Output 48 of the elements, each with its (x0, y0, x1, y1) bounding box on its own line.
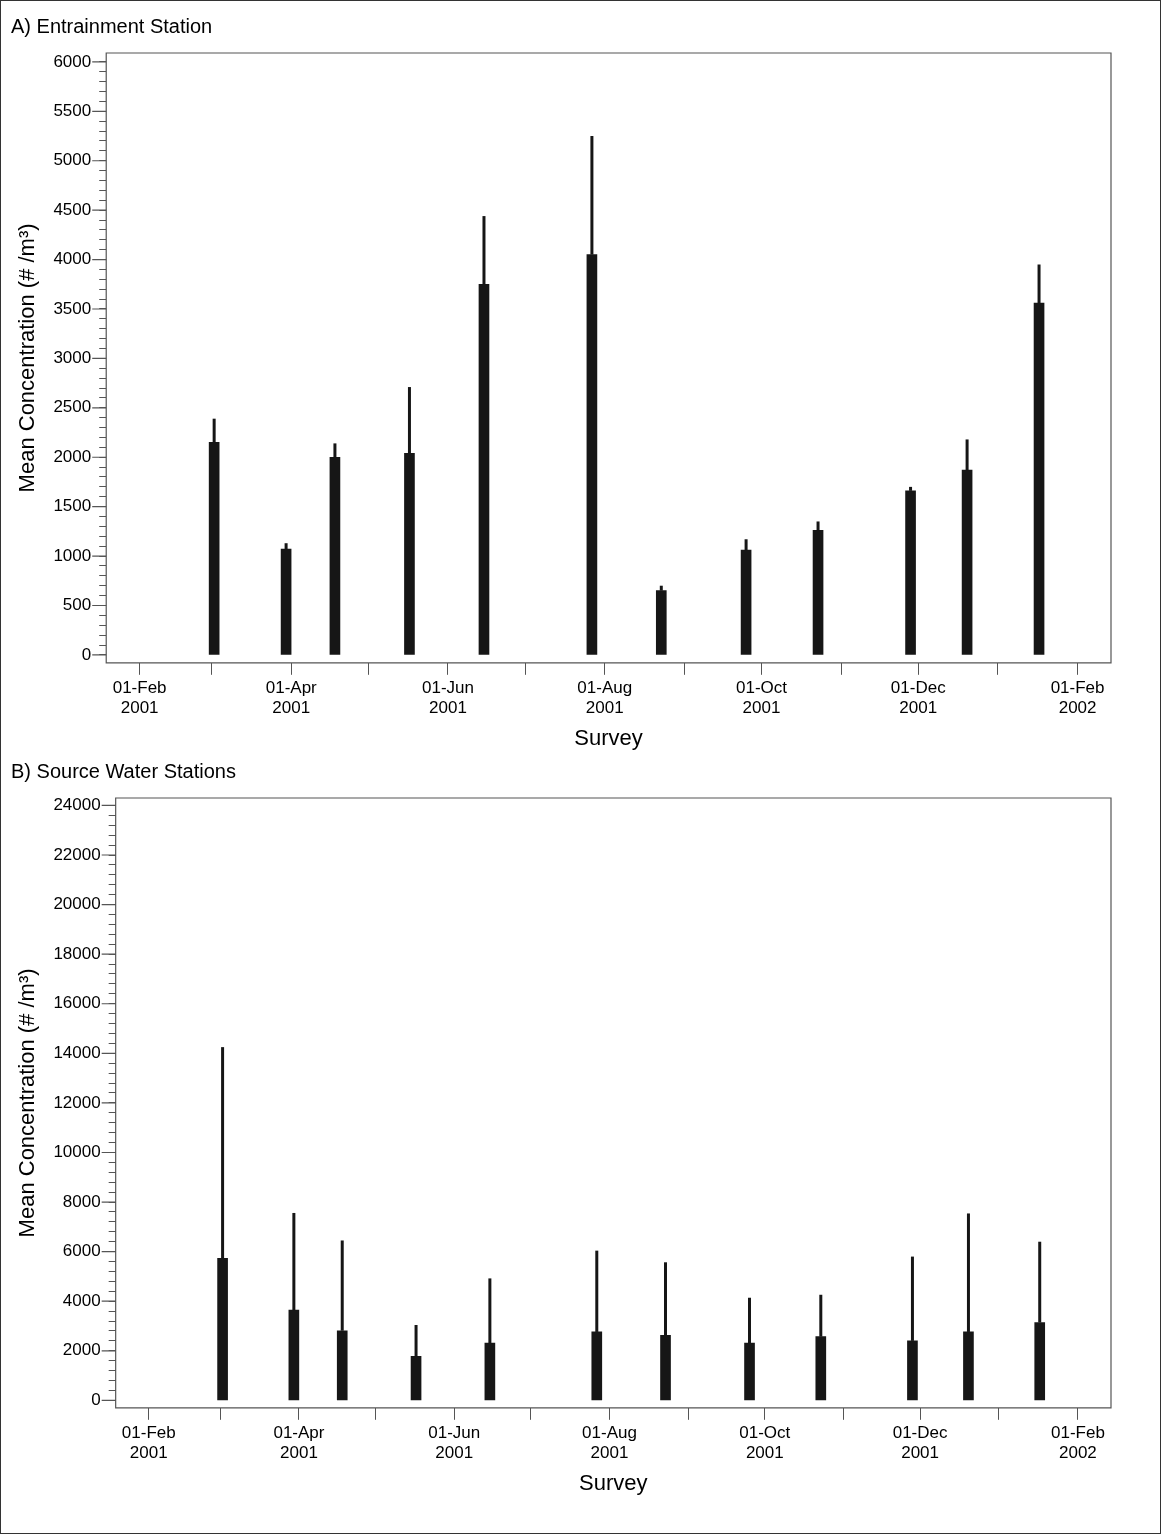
y-tick-label: 6000 (53, 51, 92, 71)
y-tick-label: 1000 (53, 545, 92, 565)
x-tick-label: 01-Dec 2001 (890, 677, 947, 718)
x-tick-label: 01-Feb 2001 (112, 677, 167, 718)
y-tick-label: 16000 (53, 993, 101, 1013)
x-tick-label: 01-Feb 2002 (1050, 677, 1105, 718)
x-tick-label: 01-Jun 2001 (422, 677, 474, 718)
x-tick-label: 01-Apr 2001 (265, 677, 318, 718)
x-tick-label: 01-Jun 2001 (428, 1422, 481, 1463)
y-tick-label: 4000 (62, 1290, 101, 1310)
y-tick-label: 6000 (62, 1241, 101, 1261)
y-tick-label: 18000 (53, 943, 101, 963)
y-tick-label: 2000 (53, 446, 92, 466)
x-tick-label: 01-Dec 2001 (892, 1422, 948, 1463)
x-tick-label: 01-Apr 2001 (273, 1422, 325, 1463)
x-tick-label: 01-Oct 2001 (739, 1422, 791, 1463)
y-tick-label: 24000 (53, 795, 101, 815)
y-tick-label: 3500 (53, 298, 92, 318)
y-tick-label: 20000 (53, 894, 101, 914)
x-tick-label: 01-Feb 2002 (1050, 1422, 1105, 1463)
y-tick-label: 14000 (53, 1043, 101, 1063)
y-tick-label: 8000 (62, 1191, 101, 1211)
x-tick-label: 01-Aug 2001 (577, 677, 633, 718)
x-axis-title: Survey (579, 1469, 648, 1495)
y-tick-label: 1500 (53, 496, 92, 516)
y-tick-label: 0 (91, 1390, 101, 1410)
chart-title: A) Entrainment Station (11, 14, 213, 37)
y-tick-label: 10000 (53, 1142, 101, 1162)
x-tick-label: 01-Aug 2001 (582, 1422, 637, 1463)
y-tick-label: 2500 (53, 397, 92, 417)
y-tick-label: 12000 (53, 1092, 101, 1112)
chart-title: B) Source Water Stations (11, 759, 236, 782)
x-tick-label: 01-Oct 2001 (736, 677, 788, 718)
x-axis-title: Survey (574, 724, 643, 750)
y-axis-title: Mean Concentration (# /m³) (14, 223, 40, 493)
y-tick-label: 5000 (53, 150, 92, 170)
y-tick-label: 4500 (53, 199, 92, 219)
bar (905, 490, 916, 655)
x-tick-label: 01-Feb 2001 (121, 1422, 176, 1463)
y-tick-label: 22000 (53, 844, 101, 864)
y-tick-label: 5500 (53, 101, 92, 120)
y-tick-label: 2000 (62, 1340, 101, 1360)
y-tick-label: 500 (62, 595, 92, 615)
y-tick-label: 4000 (53, 249, 92, 269)
y-tick-label: 0 (81, 644, 92, 664)
y-tick-label: 3000 (53, 348, 92, 368)
bar (655, 590, 667, 655)
y-axis-title: Mean Concentration (# /m³) (14, 968, 40, 1238)
